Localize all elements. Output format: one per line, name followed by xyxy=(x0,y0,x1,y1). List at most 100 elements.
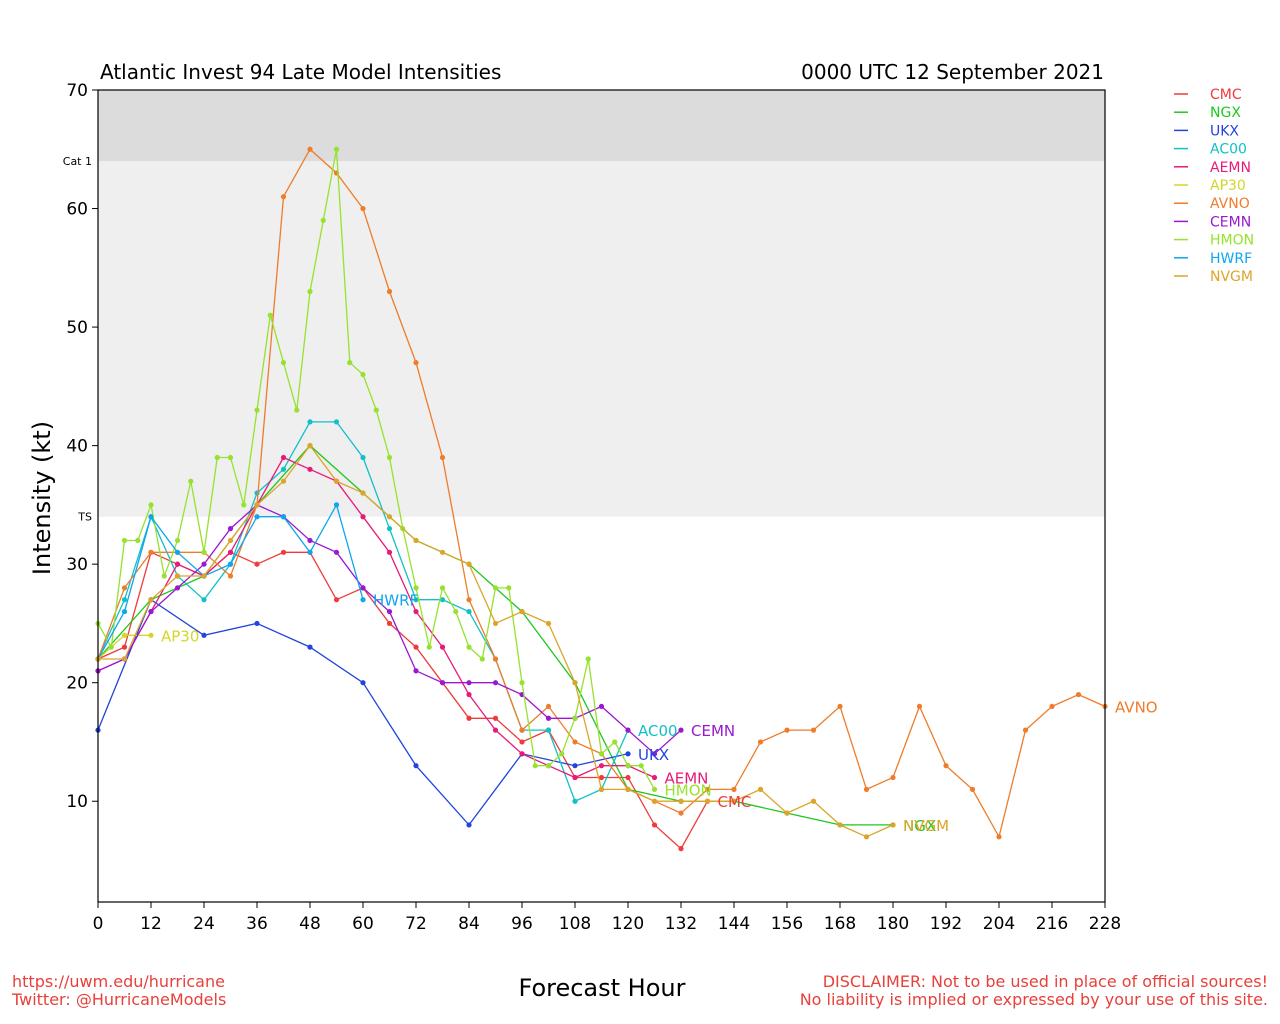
data-point xyxy=(439,644,446,650)
data-point xyxy=(439,585,446,591)
footer-left: https://uwm.edu/hurricane Twitter: @Hurr… xyxy=(12,973,226,1009)
data-point xyxy=(280,514,287,520)
data-point xyxy=(254,407,260,413)
plot-frame xyxy=(97,89,1106,903)
legend-item-cemn: CEMN xyxy=(1174,214,1251,230)
data-point xyxy=(466,822,472,828)
disclaimer-line-1: DISCLAIMER: Not to be used in place of o… xyxy=(822,972,1268,991)
data-point xyxy=(492,620,499,627)
data-point xyxy=(837,822,843,828)
data-point xyxy=(201,632,207,638)
data-point xyxy=(1022,727,1029,733)
band-labels: TS Cat 1 xyxy=(63,155,92,524)
data-point xyxy=(492,715,499,721)
x-tick-label: 12 xyxy=(140,914,162,934)
data-point xyxy=(254,561,260,567)
data-point xyxy=(466,561,472,567)
data-point xyxy=(360,454,366,461)
data-point xyxy=(254,502,260,508)
data-point xyxy=(572,739,578,745)
data-point xyxy=(439,680,446,686)
end-label-ap30: AP30 xyxy=(161,627,199,645)
x-tick-label: 168 xyxy=(824,914,856,934)
data-point xyxy=(307,537,313,544)
data-point xyxy=(148,502,154,508)
data-point xyxy=(506,585,512,591)
data-point xyxy=(413,608,419,615)
data-point xyxy=(280,478,287,484)
data-point xyxy=(519,727,525,733)
data-point xyxy=(466,715,472,721)
data-point xyxy=(612,739,618,745)
data-point xyxy=(598,763,605,769)
data-point xyxy=(466,691,472,698)
data-point xyxy=(280,466,287,472)
data-point xyxy=(174,585,181,591)
data-point xyxy=(572,680,578,686)
band-label-ts: TS xyxy=(77,511,92,524)
data-point xyxy=(121,644,128,650)
chart-title: Atlantic Invest 94 Late Model Intensitie… xyxy=(100,60,501,84)
data-point xyxy=(227,561,234,567)
data-point xyxy=(307,466,313,472)
data-point xyxy=(439,549,446,555)
legend-item-avno: AVNO xyxy=(1174,196,1250,212)
data-point xyxy=(227,525,234,532)
series-nvgm xyxy=(95,443,896,840)
data-point xyxy=(413,585,419,591)
data-point xyxy=(466,597,472,603)
data-point xyxy=(651,786,658,792)
chart-subtitle: 0000 UTC 12 September 2021 xyxy=(801,60,1104,84)
data-point xyxy=(784,810,790,816)
data-point xyxy=(201,561,207,567)
data-point xyxy=(545,727,552,733)
data-point xyxy=(651,822,658,828)
data-point xyxy=(386,454,393,461)
footer-right: DISCLAIMER: Not to be used in place of o… xyxy=(800,973,1268,1009)
x-tick-label: 120 xyxy=(612,914,644,934)
data-point xyxy=(837,703,843,710)
data-point xyxy=(333,146,340,152)
end-label-hmon: HMON xyxy=(665,781,712,799)
data-point xyxy=(625,751,631,757)
data-point xyxy=(1049,703,1055,710)
x-tick-label: 48 xyxy=(299,914,321,934)
y-tick-label: 50 xyxy=(66,318,88,338)
data-point xyxy=(227,454,234,461)
data-point xyxy=(943,763,949,769)
data-point xyxy=(559,751,565,757)
band-label-cat-1: Cat 1 xyxy=(63,155,92,168)
x-tick-label: 180 xyxy=(877,914,909,934)
data-point xyxy=(333,419,340,425)
legend-label: CMC xyxy=(1210,87,1242,103)
data-point xyxy=(572,715,578,721)
data-point xyxy=(466,644,472,650)
x-tick-label: 60 xyxy=(352,914,374,934)
legend: CMC NGX UKX AC00 AEMN AP30 AVNO CEMN HMON HWRF NVG… xyxy=(1174,87,1254,285)
disclaimer-line-2: No liability is implied or expressed by … xyxy=(799,990,1268,1009)
data-point xyxy=(227,573,234,579)
data-point xyxy=(307,288,313,295)
legend-item-ap30: AP30 xyxy=(1174,178,1246,194)
x-tick-label: 24 xyxy=(193,914,215,934)
data-point xyxy=(174,549,181,555)
data-point xyxy=(519,751,525,757)
data-point xyxy=(121,585,128,591)
data-point xyxy=(545,763,552,769)
data-point xyxy=(386,514,393,520)
data-point xyxy=(280,194,287,200)
footer-twitter[interactable]: Twitter: @HurricaneModels xyxy=(12,990,227,1009)
data-point xyxy=(386,288,393,295)
data-point xyxy=(347,360,353,366)
data-point xyxy=(333,502,340,508)
data-point xyxy=(916,703,923,710)
y-tick-label: 70 xyxy=(66,81,88,101)
series-line-aemn xyxy=(97,456,655,779)
data-point xyxy=(307,644,313,650)
legend-label: NGX xyxy=(1210,105,1241,121)
data-point xyxy=(188,478,194,484)
data-point xyxy=(148,514,154,520)
footer-url[interactable]: https://uwm.edu/hurricane xyxy=(12,972,225,991)
data-point xyxy=(121,597,128,603)
